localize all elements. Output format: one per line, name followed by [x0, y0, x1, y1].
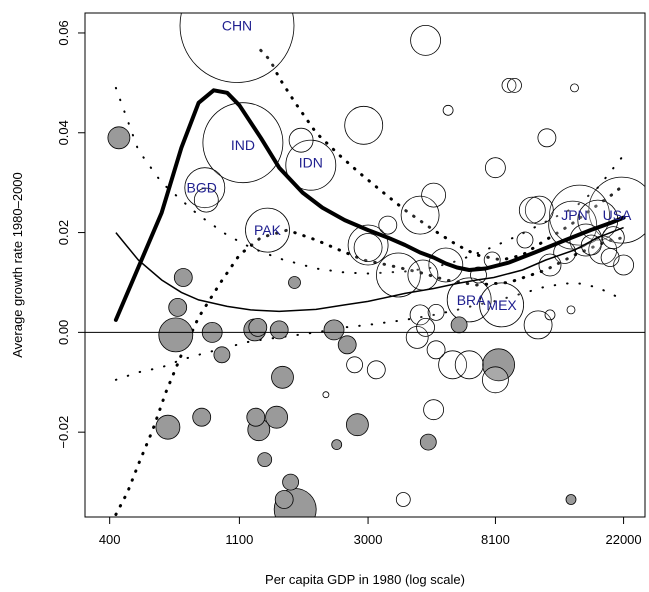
data-point	[269, 320, 289, 340]
data-point	[344, 105, 384, 145]
data-point	[450, 316, 468, 334]
data-point	[274, 490, 294, 509]
data-point	[158, 317, 194, 353]
x-tick-label: 22000	[605, 532, 641, 547]
data-point	[288, 127, 314, 153]
country-label-jpn: JPN	[561, 207, 587, 223]
data-point	[454, 350, 484, 380]
data-point	[400, 195, 440, 235]
data-point	[248, 317, 268, 337]
country-label-bgd: BGD	[187, 180, 217, 196]
data-point	[409, 304, 431, 326]
y-tick-label: 0.00	[56, 320, 71, 345]
data-point	[179, 13, 295, 83]
data-point	[438, 350, 468, 380]
data-point	[202, 102, 284, 184]
fit-curve-thick	[113, 88, 626, 322]
x-tick-label: 8100	[481, 532, 510, 547]
data-point	[288, 276, 301, 289]
data-point	[246, 407, 266, 427]
band-thick-dotted	[114, 228, 626, 516]
confidence-bands	[114, 48, 626, 516]
data-point	[245, 207, 290, 253]
fit-curve-thin	[115, 226, 624, 313]
data-point	[285, 139, 337, 191]
data-point	[265, 405, 289, 429]
data-point	[257, 452, 273, 468]
data-point	[345, 413, 369, 437]
data-point	[501, 78, 517, 93]
data-point	[421, 182, 447, 208]
data-point	[375, 252, 421, 298]
data-point	[566, 305, 576, 315]
data-point	[193, 187, 219, 213]
data-point	[442, 104, 454, 116]
data-point	[366, 360, 386, 380]
y-tick-label: 0.06	[56, 20, 71, 45]
data-point	[518, 196, 546, 224]
y-tick-label: −0.02	[56, 416, 71, 449]
data-point	[322, 391, 330, 399]
x-tick-label: 400	[99, 532, 121, 547]
data-point	[601, 226, 625, 250]
data-point	[423, 399, 445, 421]
data-point	[484, 157, 506, 179]
country-label-bra: BRA	[457, 292, 486, 308]
y-axis-title: Average growth rate 1980–2000	[10, 172, 25, 358]
data-point	[213, 346, 231, 364]
data-point	[544, 309, 556, 321]
y-tick-label: 0.04	[56, 120, 71, 145]
data-point	[427, 303, 445, 321]
data-point	[580, 234, 602, 256]
data-point	[507, 78, 522, 93]
country-label-pak: PAK	[254, 222, 282, 238]
data-point	[192, 407, 212, 427]
fit-curves	[85, 88, 645, 333]
data-point	[282, 473, 300, 491]
data-point	[416, 317, 436, 337]
data-point	[481, 366, 509, 394]
axes: 400 1100 3000 8100 22000 −0.02 0.00 0.02 0.04 0.0…	[56, 12, 646, 547]
data-point	[419, 433, 437, 451]
data-point	[407, 259, 439, 291]
data-point	[331, 439, 343, 451]
data-point	[426, 340, 446, 360]
country-label-mex: MEX	[486, 297, 517, 313]
x-tick-label: 3000	[354, 532, 383, 547]
data-point	[346, 356, 364, 374]
country-label-ind: IND	[231, 137, 255, 153]
data-point	[565, 494, 577, 505]
data-point	[410, 25, 442, 56]
data-point	[271, 365, 294, 389]
plot-frame	[84, 12, 646, 518]
country-labels: CHN IND IDN BGD PAK BRA MEX JPN USA	[187, 18, 633, 313]
data-point	[173, 268, 193, 287]
data-point	[353, 233, 383, 262]
data-point	[479, 282, 525, 328]
data-point	[570, 83, 579, 93]
data-point	[107, 126, 131, 150]
band-thin-dotted	[114, 86, 625, 275]
data-point	[537, 128, 557, 148]
country-label-chn: CHN	[222, 18, 252, 34]
data-point	[516, 231, 534, 249]
data-point	[378, 215, 398, 235]
country-label-usa: USA	[603, 207, 632, 223]
x-axis-title: Per capita GDP in 1980 (log scale)	[265, 572, 465, 587]
data-point	[155, 414, 181, 440]
band-thin-dotted	[114, 281, 625, 381]
data-point	[600, 248, 620, 267]
x-tick-label: 1100	[225, 532, 253, 547]
country-bubbles	[107, 13, 645, 517]
data-point	[337, 335, 357, 355]
data-point	[395, 492, 411, 507]
data-point	[323, 319, 345, 341]
country-label-idn: IDN	[299, 155, 323, 171]
data-point	[168, 297, 188, 317]
data-point	[538, 253, 562, 277]
y-tick-label: 0.02	[56, 220, 71, 245]
data-point	[524, 195, 554, 225]
